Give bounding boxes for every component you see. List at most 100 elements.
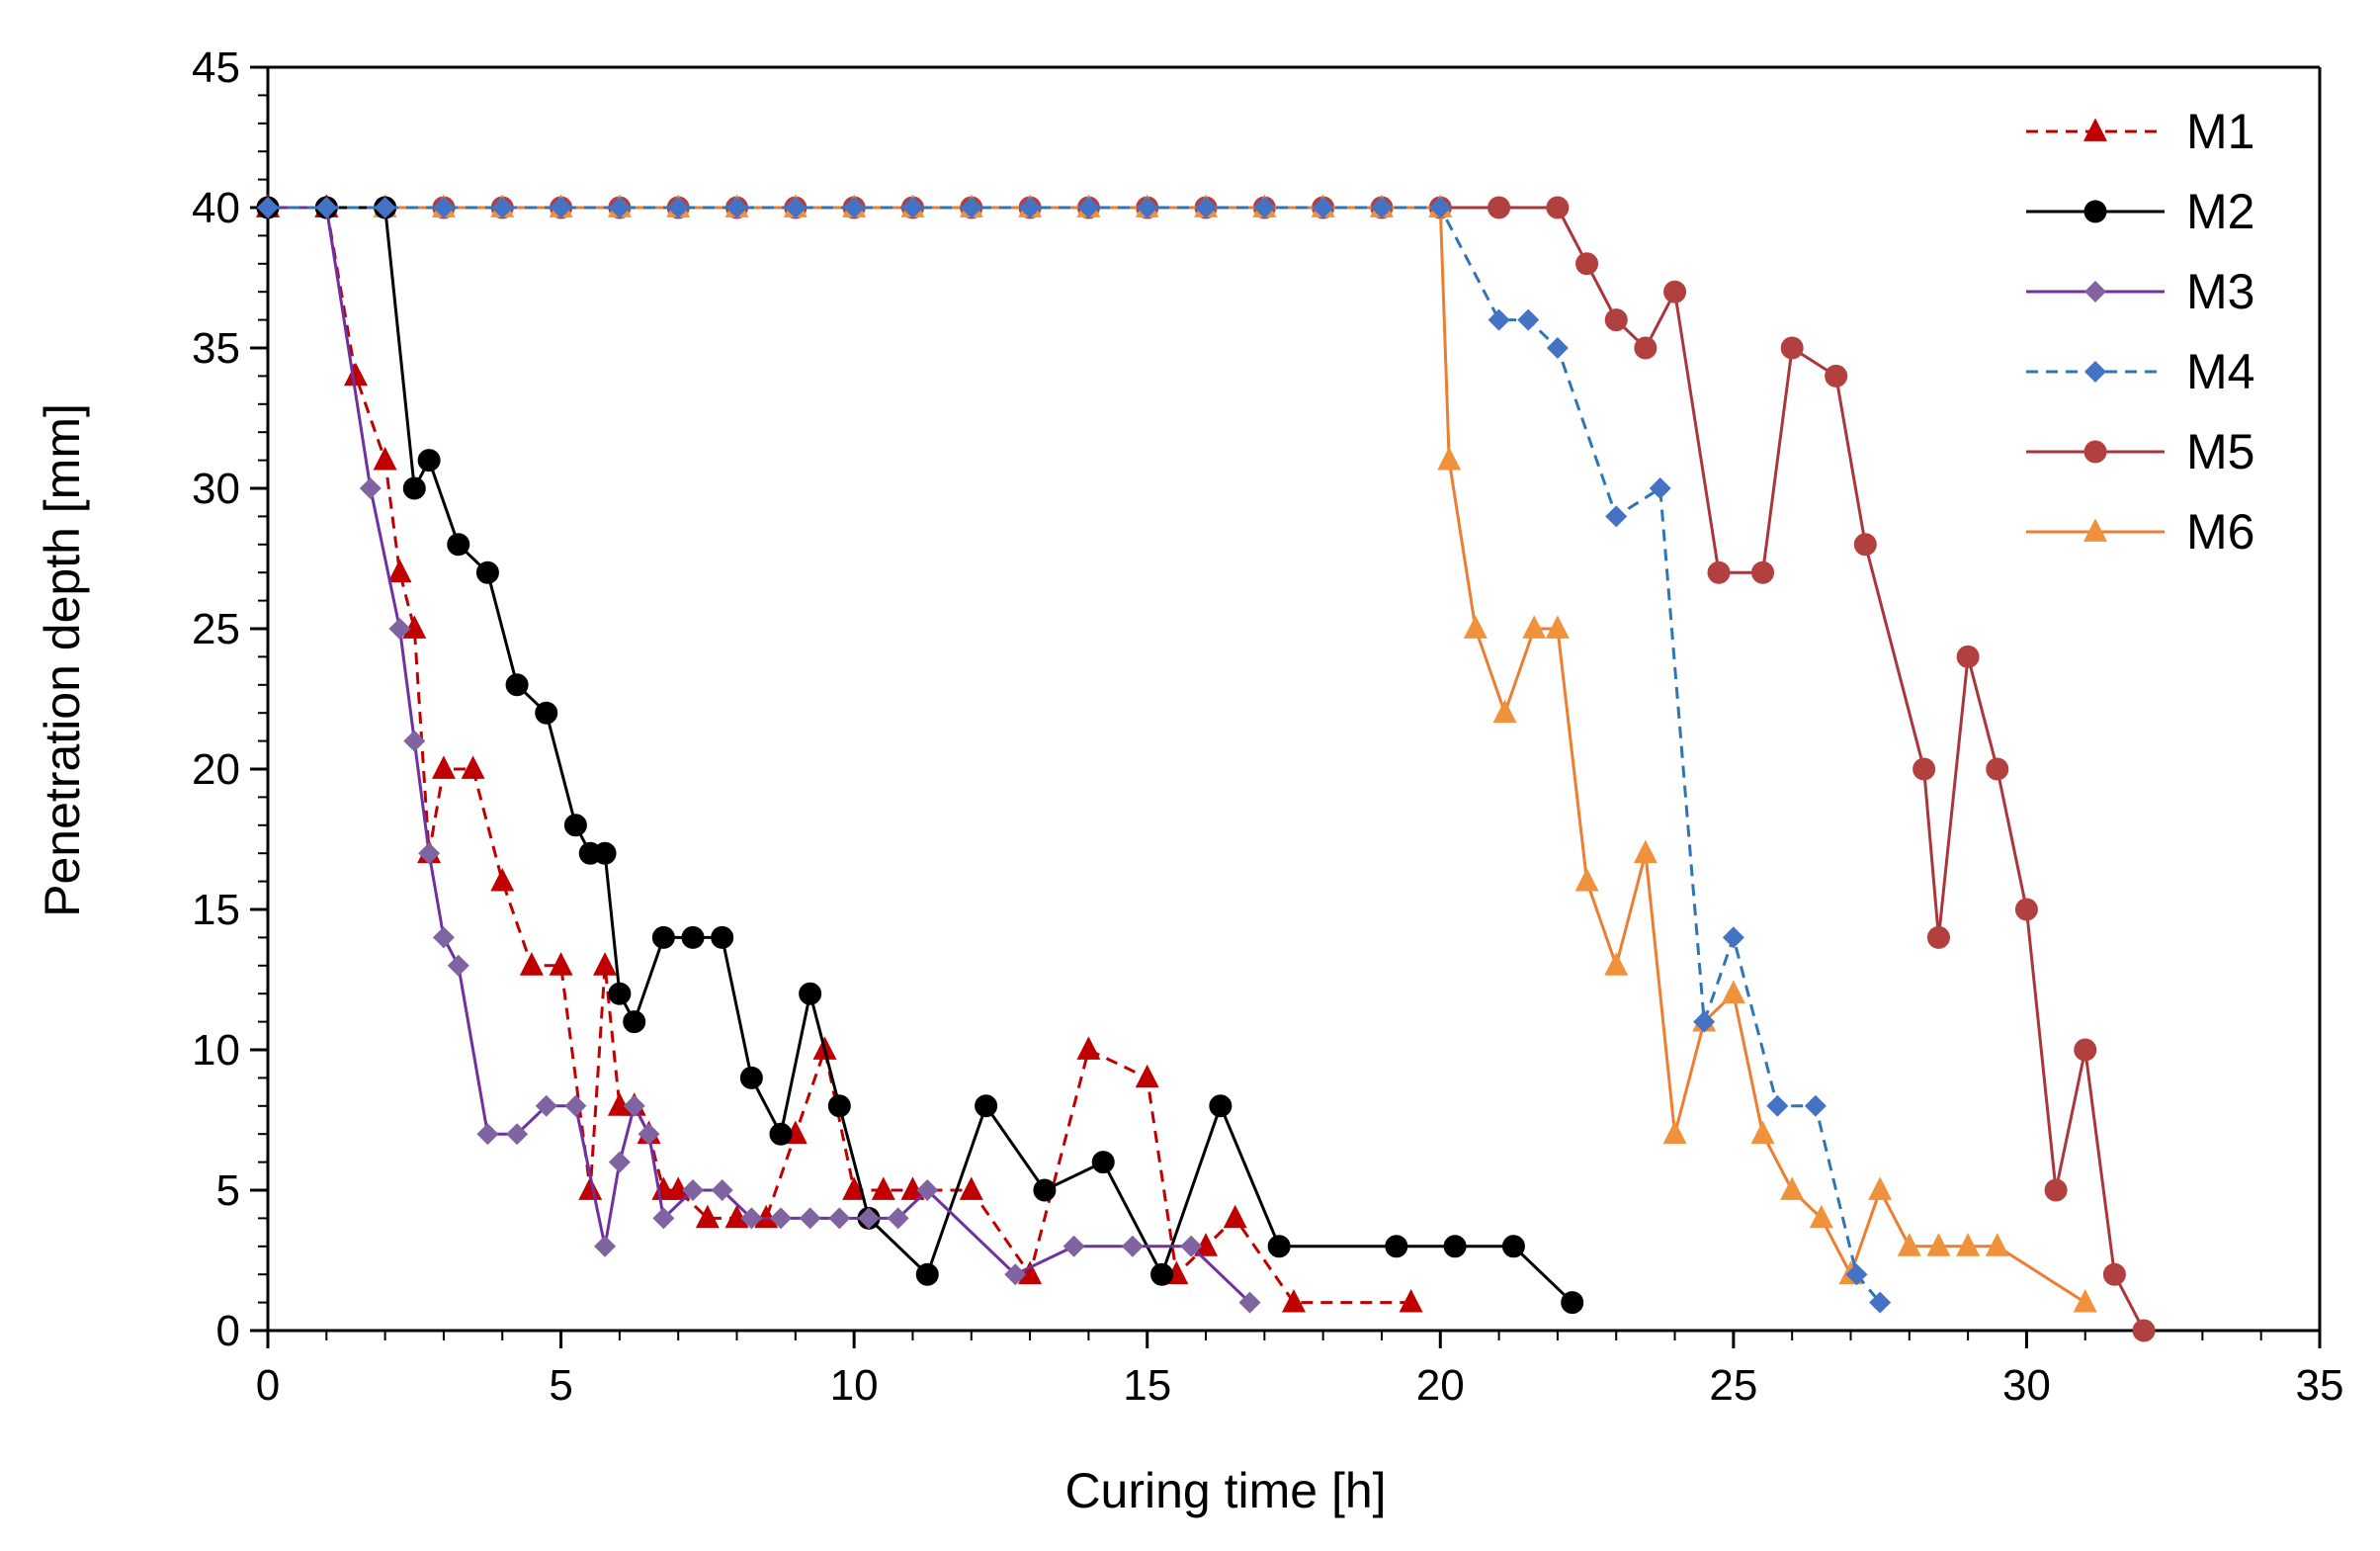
legend-marker-m3 (2084, 281, 2106, 302)
series-line-m6 (268, 206, 2086, 1304)
data-point-m4 (901, 197, 924, 218)
data-point-m2 (1267, 1235, 1291, 1258)
data-point-m1 (578, 1176, 603, 1200)
data-point-m5 (1956, 645, 1980, 668)
data-point-m3 (403, 730, 426, 752)
data-point-m1 (593, 952, 618, 976)
data-point-m1 (959, 1176, 983, 1200)
x-tick-label: 35 (2296, 1361, 2344, 1410)
legend-marker-m5 (2083, 440, 2107, 464)
y-tick-label: 20 (192, 745, 240, 794)
y-tick-label: 30 (192, 465, 240, 513)
data-point-m1 (1076, 1036, 1101, 1060)
legend-label-m5: M5 (2186, 424, 2254, 479)
data-point-m5 (1663, 280, 1687, 303)
series-m6 (256, 194, 2097, 1313)
y-tick-label: 0 (216, 1307, 240, 1355)
data-point-m4 (1517, 308, 1540, 331)
data-point-m4 (1136, 197, 1158, 218)
data-point-m4 (374, 197, 396, 218)
x-tick-label: 5 (549, 1361, 572, 1410)
data-point-m2 (505, 673, 529, 697)
data-point-m6 (1492, 699, 1517, 724)
data-point-m2 (711, 925, 734, 949)
data-point-m2 (799, 982, 822, 1005)
series-group (256, 194, 2156, 1342)
data-point-m3 (359, 477, 382, 499)
legend-marker-m1 (2083, 118, 2107, 141)
legend-label-m1: M1 (2186, 104, 2254, 159)
series-line-m3 (268, 206, 1251, 1304)
data-point-m4 (1605, 505, 1628, 528)
data-point-m6 (1956, 1233, 1981, 1256)
data-point-m3 (740, 1207, 763, 1230)
data-point-m4 (1693, 1010, 1716, 1033)
data-point-m5 (1780, 336, 1804, 360)
data-point-m4 (1869, 1291, 1892, 1314)
data-point-m4 (1253, 197, 1276, 218)
y-tick-label: 10 (192, 1026, 240, 1075)
data-point-m2 (769, 1122, 793, 1146)
data-point-m3 (418, 842, 441, 865)
data-point-m4 (550, 197, 572, 218)
data-point-m4 (1766, 1094, 1789, 1117)
y-tick-label: 25 (192, 605, 240, 653)
data-point-m4 (1312, 197, 1334, 218)
data-point-m6 (1633, 839, 1658, 864)
data-point-m4 (1488, 308, 1510, 331)
y-tick-label: 45 (192, 43, 240, 92)
data-point-m2 (563, 814, 587, 837)
data-point-m5 (1912, 757, 1936, 781)
data-point-m3 (1004, 1263, 1027, 1286)
data-point-m2 (402, 476, 426, 500)
data-point-m4 (784, 197, 807, 218)
data-point-m3 (638, 1123, 660, 1146)
data-point-m6 (1721, 980, 1745, 1004)
data-point-m1 (754, 1204, 779, 1229)
data-point-m6 (1604, 952, 1629, 976)
data-point-m1 (549, 952, 573, 976)
series-m1 (256, 194, 1423, 1313)
data-point-m6 (1897, 1233, 1921, 1256)
data-point-m3 (388, 618, 411, 640)
series-m4 (257, 197, 1892, 1314)
data-point-m1 (666, 1176, 691, 1200)
data-point-m4 (1546, 337, 1569, 359)
x-tick-label: 10 (830, 1361, 879, 1410)
series-m3 (257, 197, 1261, 1314)
data-point-m5 (2074, 1038, 2097, 1062)
data-point-m3 (594, 1235, 617, 1257)
x-tick-label: 15 (1123, 1361, 1171, 1410)
data-point-m1 (724, 1204, 749, 1229)
data-point-m6 (1522, 615, 1547, 639)
data-point-m2 (1209, 1094, 1232, 1118)
data-point-m6 (1574, 867, 1599, 892)
data-point-m1 (842, 1176, 867, 1200)
data-point-m4 (1019, 197, 1042, 218)
data-point-m4 (1370, 197, 1393, 218)
data-point-m6 (1868, 1176, 1893, 1200)
data-point-m5 (1926, 925, 1950, 949)
data-point-m5 (1751, 560, 1775, 584)
data-point-m2 (651, 925, 675, 949)
data-point-m4 (1722, 926, 1744, 949)
data-point-m3 (506, 1123, 529, 1146)
data-point-m2 (535, 701, 558, 725)
data-point-m3 (1238, 1291, 1261, 1314)
data-point-m4 (1195, 197, 1218, 218)
data-point-m3 (608, 1151, 631, 1173)
data-point-m4 (432, 197, 455, 218)
y-tick-label: 15 (192, 886, 240, 934)
data-point-m2 (975, 1094, 998, 1118)
data-point-m3 (916, 1179, 939, 1201)
axes-group: 0 5 10 15 20 25 30 35 0 5 10 15 20 25 30 35 40 45 (192, 43, 2343, 1410)
series-m2 (256, 196, 1584, 1315)
data-point-m1 (343, 362, 368, 387)
data-point-m5 (2102, 1262, 2126, 1286)
data-point-m1 (1135, 1064, 1159, 1088)
data-point-m3 (799, 1207, 821, 1230)
legend: M1 M2 M3 M4 M5 M6 (2026, 104, 2254, 560)
data-point-m1 (373, 446, 397, 471)
data-point-m2 (827, 1094, 851, 1118)
